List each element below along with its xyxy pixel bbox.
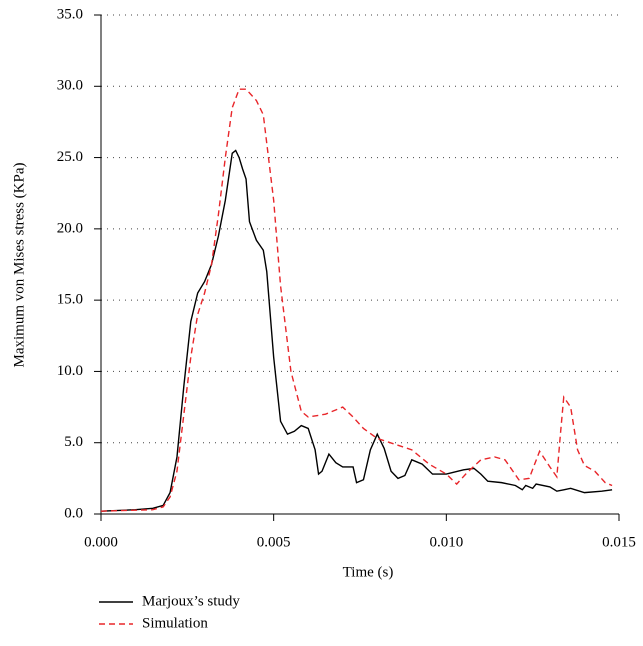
y-axis-label: Maximum von Mises stress (KPa) — [11, 163, 27, 368]
x-axis-label: Time (s) — [343, 564, 394, 580]
y-tick-label: 15.0 — [57, 292, 83, 308]
legend-label: Marjoux’s study — [142, 593, 240, 609]
y-tick-label: 0.0 — [64, 505, 83, 521]
y-tick-label: 5.0 — [64, 434, 83, 450]
x-tick-label: 0.000 — [84, 534, 118, 550]
y-tick-label: 25.0 — [57, 149, 83, 165]
x-tick-label: 0.010 — [429, 534, 463, 550]
x-tick-label: 0.015 — [602, 534, 636, 550]
x-tick-label: 0.005 — [257, 534, 291, 550]
y-tick-label: 20.0 — [57, 220, 83, 236]
legend-label: Simulation — [142, 615, 208, 631]
y-tick-label: 10.0 — [57, 363, 83, 379]
y-tick-label: 35.0 — [57, 6, 83, 22]
series-line — [100, 88, 613, 512]
series-line — [100, 149, 613, 512]
y-tick-label: 30.0 — [57, 78, 83, 94]
